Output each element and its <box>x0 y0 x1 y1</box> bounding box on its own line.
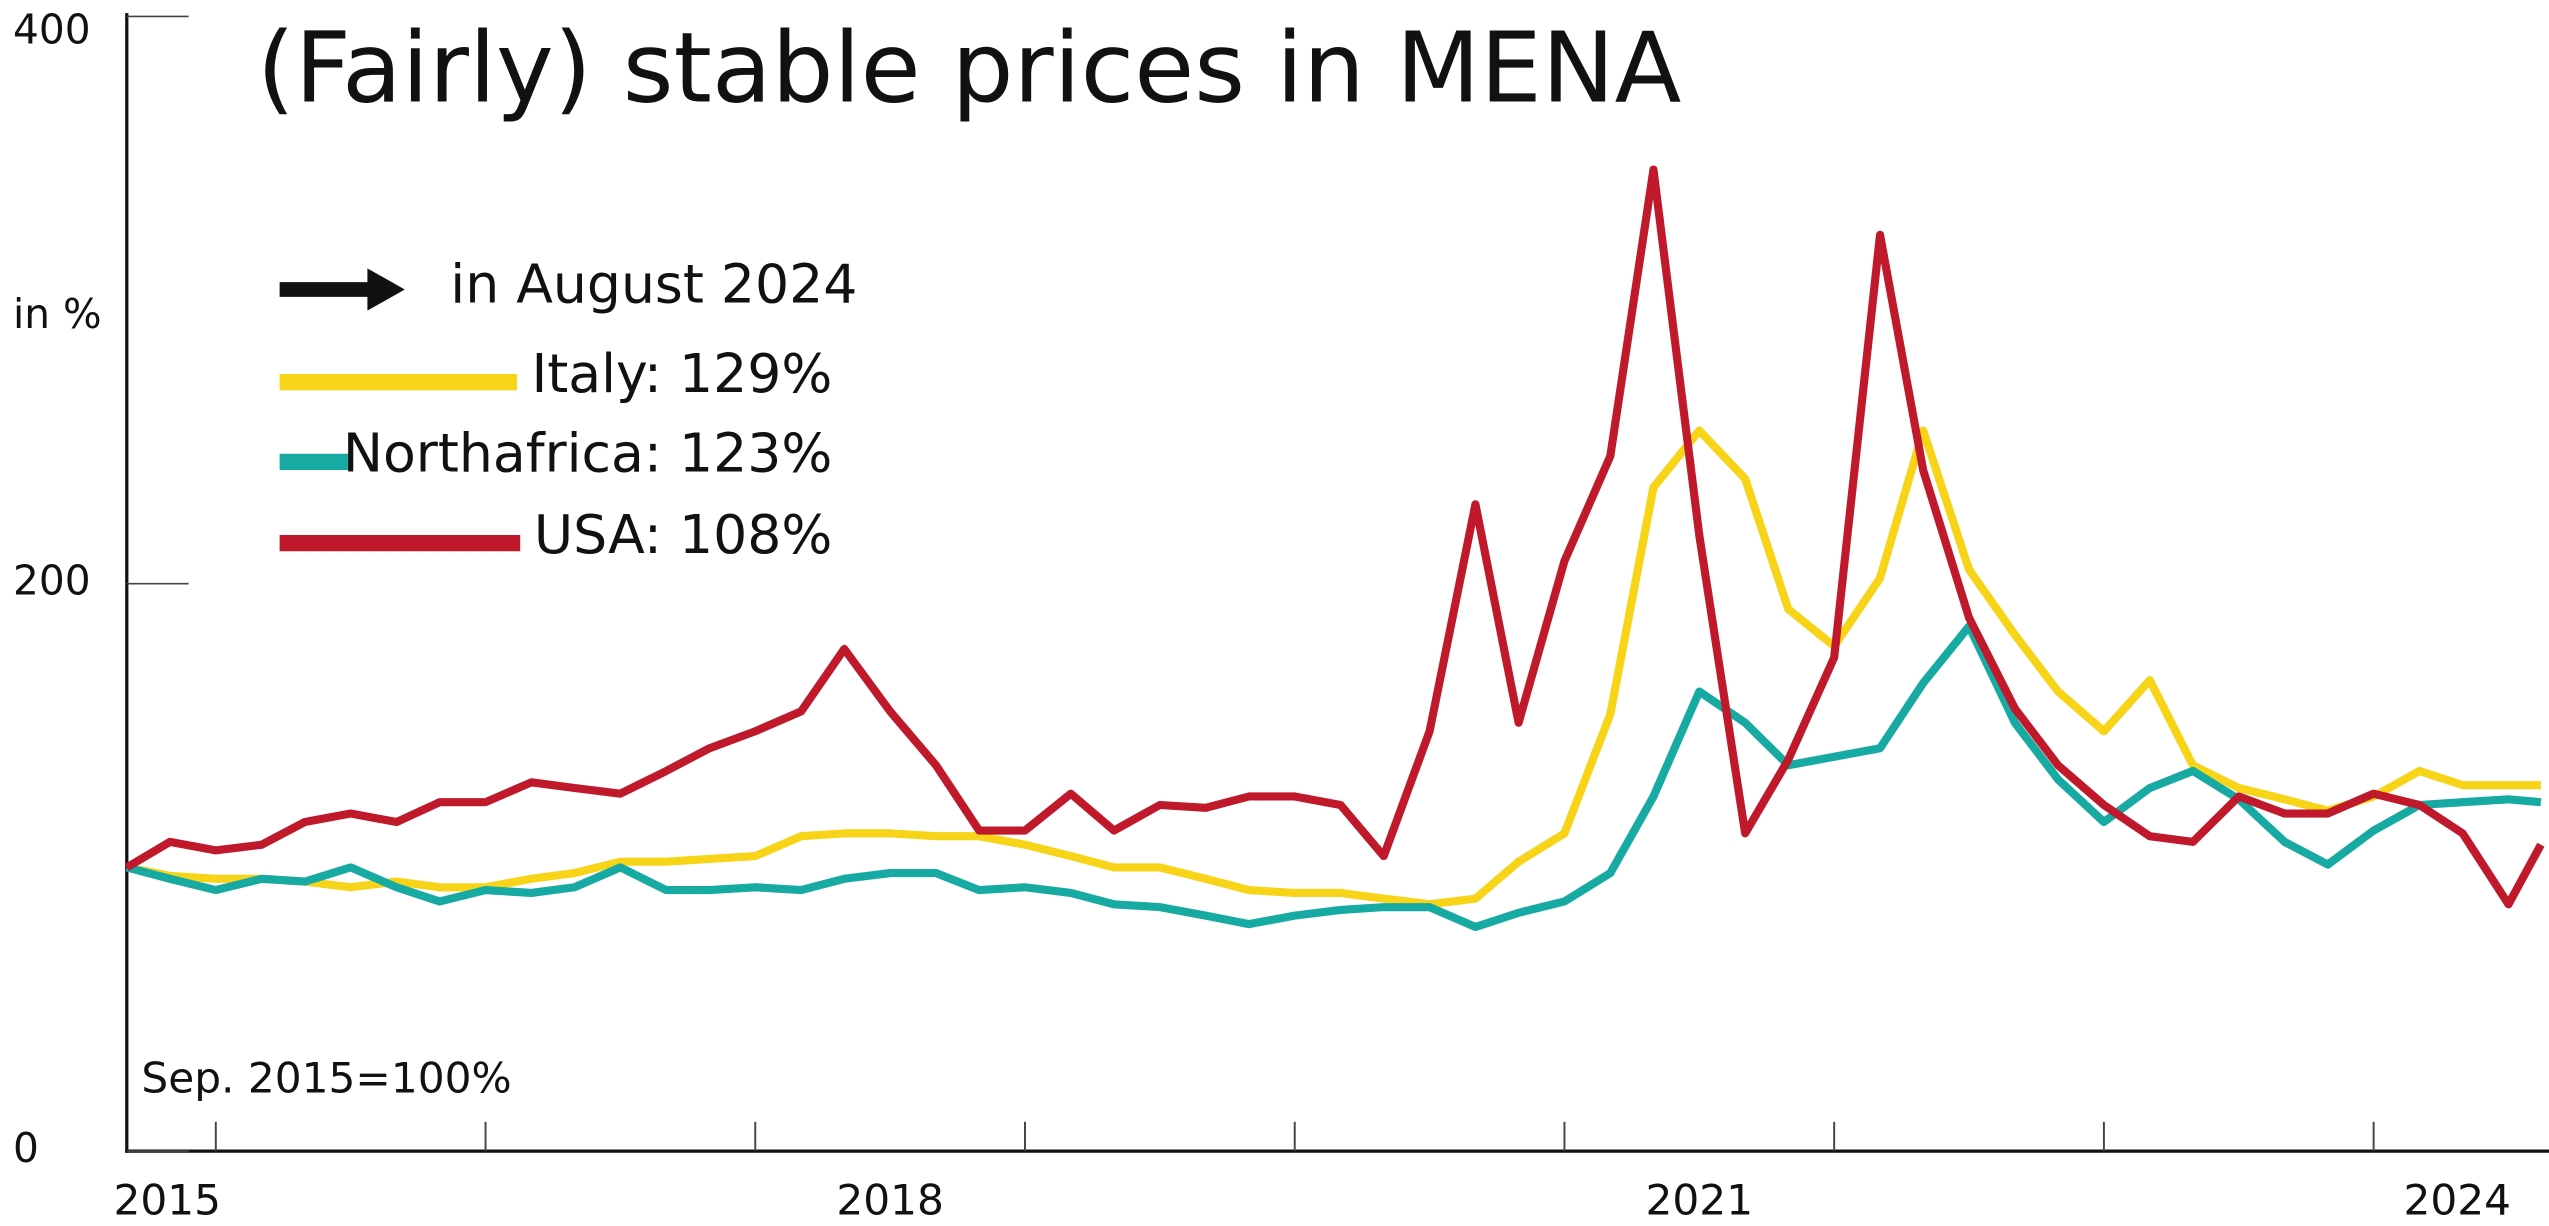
y-tick-label: 200 <box>13 557 91 605</box>
x-tick-label: 2018 <box>836 1176 944 1225</box>
line-series <box>124 165 2545 909</box>
legend-label: Italy: 129% <box>531 342 832 405</box>
chart-title: (Fairly) stable prices in MENA <box>257 12 1682 126</box>
x-tick-label: 2015 <box>113 1176 221 1225</box>
y-tick-label: 400 <box>13 6 91 54</box>
line-series <box>125 622 2542 932</box>
x-tick-label: 2021 <box>1646 1176 1754 1225</box>
y-axis-label: in % <box>13 290 102 338</box>
x-tick-label: 2024 <box>2403 1176 2511 1225</box>
legend-label: USA: 108% <box>534 503 832 566</box>
legend-label: Northafrica: 123% <box>343 422 832 485</box>
y-tick-label: 0 <box>13 1124 39 1172</box>
legend-title: in August 2024 <box>450 253 857 316</box>
line-series <box>126 426 2541 909</box>
note: Sep. 2015=100% <box>141 1054 511 1103</box>
legend-arrow-head <box>367 268 405 311</box>
